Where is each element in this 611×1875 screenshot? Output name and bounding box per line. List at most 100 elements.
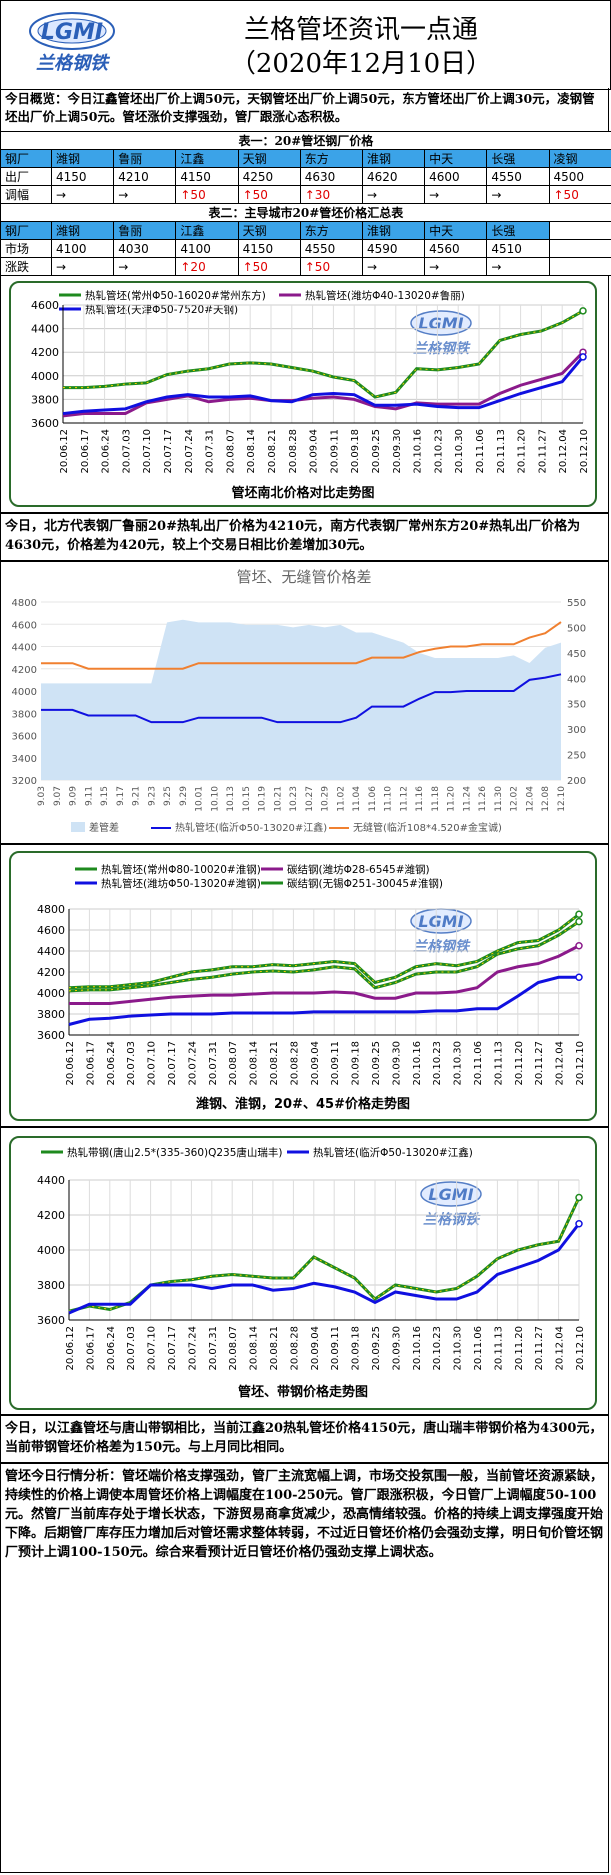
- y-tick-label: 4600: [31, 299, 59, 312]
- x-tick-label: 12.08: [541, 786, 551, 812]
- series-end-point: [579, 307, 587, 315]
- table-cell: →: [113, 185, 177, 204]
- table-header: 淮钢: [361, 149, 426, 168]
- table-header: 淮钢: [361, 221, 426, 240]
- x-tick-label: 20.07.10: [147, 1326, 158, 1371]
- x-tick-label: 20.11.20: [514, 1326, 525, 1371]
- table-cell: ↑50: [548, 185, 611, 204]
- series-line: [69, 944, 580, 1005]
- table-cell: 4600: [424, 167, 488, 186]
- table-cell: ↑20: [175, 257, 239, 276]
- x-tick-label: 20.09.18: [351, 1326, 362, 1371]
- table-header: 鲁丽: [113, 149, 177, 168]
- table-cell: [548, 221, 611, 240]
- series-line-highlight: [68, 921, 580, 992]
- watermark-logo-text: LGMI: [428, 1185, 473, 1204]
- x-tick-label: 11.12: [399, 786, 409, 812]
- x-tick-label: 20.07.24: [184, 429, 195, 474]
- x-tick-label: 20.10.16: [412, 1041, 423, 1086]
- x-tick-label: 20.08.21: [267, 429, 278, 474]
- y-tick-label: 3400: [12, 754, 37, 765]
- table-cell: 4250: [237, 167, 301, 186]
- table-row: 涨跌 → → ↑20 ↑50 ↑50 → → →: [0, 257, 611, 276]
- x-tick-label: 11.30: [494, 786, 504, 812]
- row-label: 市场: [0, 239, 52, 258]
- x-tick-label: 20.06.12: [65, 1041, 76, 1086]
- x-tick-label: 20.11.27: [537, 429, 548, 474]
- y-tick-label: 4000: [37, 1244, 65, 1257]
- x-tick-label: 9.25: [163, 786, 173, 806]
- x-tick-label: 20.07.17: [163, 429, 174, 474]
- table-cell: 4510: [486, 239, 550, 258]
- x-tick-label: 20.08.07: [228, 1326, 239, 1371]
- table-cell: →: [113, 257, 177, 276]
- table-cell: 4560: [424, 239, 488, 258]
- x-tick-label: 20.07.03: [126, 1041, 137, 1086]
- x-tick-label: 20.09.11: [329, 429, 340, 474]
- x-tick-label: 20.07.10: [142, 429, 153, 474]
- x-tick-label: 20.11.20: [517, 429, 528, 474]
- chart1-panel: 热轧管坯(常州Φ50-16020#常州东方) 热轧管坯(潍坊Φ40-13020#鲁…: [0, 275, 609, 513]
- x-tick-label: 20.09.18: [351, 1041, 362, 1086]
- x-tick-label: 20.07.03: [121, 429, 132, 474]
- chart4-frame: 热轧带钢(唐山2.5*(335-360)Q235唐山瑞丰) 热轧管坯(临沂Φ50-…: [9, 1136, 597, 1410]
- table-cell: ↑30: [299, 185, 363, 204]
- x-tick-label: 20.11.20: [514, 1041, 525, 1086]
- series-end-point: [579, 353, 587, 361]
- table-cell: →: [361, 257, 426, 276]
- market-analysis-paragraph: 管坯今日行情分析：管坯端价格支撑强劲，管厂主流宽幅上调，市场交投氛围一般，当前管…: [0, 1463, 609, 1873]
- watermark-logo-subtext: 兰格钢铁: [413, 938, 471, 955]
- table-row: 调幅 → → ↑50 ↑50 ↑30 → → → ↑50: [0, 185, 611, 204]
- x-tick-label: 9.23: [147, 786, 157, 806]
- svg-text:LGMI: LGMI: [41, 20, 103, 45]
- x-tick-label: 20.10.23: [432, 1041, 443, 1086]
- x-tick-label: 20.07.31: [208, 1041, 219, 1086]
- daily-summary: 今日概览：今日江鑫管坯出厂价上调50元，天钢管坯出厂价上调50元，东方管坯出厂价…: [0, 88, 609, 132]
- y2-tick-label: 300: [567, 725, 586, 736]
- y-tick-label: 3800: [37, 1279, 65, 1292]
- x-tick-label: 9.15: [100, 786, 110, 806]
- table-header-row: 钢厂 潍钢 鲁丽 江鑫 天钢 东方 淮钢 中天 长强 凌钢: [0, 149, 611, 168]
- page-title: 兰格管坯资讯一点通 （2020年12月10日）: [229, 15, 493, 79]
- x-tick-label: 20.11.06: [473, 1041, 484, 1086]
- y-tick-label: 4200: [37, 966, 65, 979]
- table-cell: →: [486, 257, 550, 276]
- x-tick-label: 20.09.30: [391, 1326, 402, 1371]
- x-tick-label: 20.11.13: [493, 1041, 504, 1086]
- legend-label: 差管差: [89, 821, 119, 834]
- y-tick-label: 4200: [37, 1209, 65, 1222]
- x-tick-label: 20.08.07: [225, 429, 236, 474]
- y2-tick-label: 400: [567, 674, 586, 685]
- x-tick-label: 9.21: [132, 786, 142, 806]
- chart-title: 管坯南北价格对比走势图: [231, 485, 374, 501]
- x-tick-label: 20.10.30: [453, 1326, 464, 1371]
- x-tick-label: 11.04: [352, 786, 362, 812]
- table-header: 江鑫: [175, 221, 239, 240]
- table-header: 中天: [424, 221, 488, 240]
- x-tick-label: 10.27: [305, 786, 315, 812]
- y2-tick-label: 550: [567, 598, 586, 609]
- y-tick-label: 3600: [37, 1029, 65, 1042]
- series-line-highlight: [68, 913, 580, 989]
- table-cell: →: [361, 185, 426, 204]
- y-tick-label: 4200: [12, 665, 37, 676]
- chart-title: 潍钢、淮钢，20#、45#价格走势图: [196, 1096, 410, 1112]
- table-cell: 4500: [548, 167, 611, 186]
- table-header: 天钢: [237, 149, 301, 168]
- row-label: 涨跌: [0, 257, 52, 276]
- legend-label: 热轧管坯(常州Φ80-10020#淮钢): [101, 863, 261, 876]
- table-cell: 4100: [50, 239, 115, 258]
- table-cell: ↑50: [237, 257, 301, 276]
- y-tick-label: 3200: [12, 776, 37, 787]
- series-line: [62, 355, 585, 416]
- y-tick-label: 4400: [31, 323, 59, 336]
- x-tick-label: 11.26: [478, 786, 488, 812]
- x-tick-label: 20.12.04: [555, 1041, 566, 1086]
- x-tick-label: 20.09.25: [371, 1326, 382, 1371]
- table-header: 潍钢: [50, 149, 115, 168]
- y-tick-label: 4400: [37, 945, 65, 958]
- table-cell: 4210: [113, 167, 177, 186]
- watermark-logo-subtext: 兰格钢铁: [413, 340, 471, 357]
- table-cell: 4590: [361, 239, 426, 258]
- x-tick-label: 20.10.16: [412, 1326, 423, 1371]
